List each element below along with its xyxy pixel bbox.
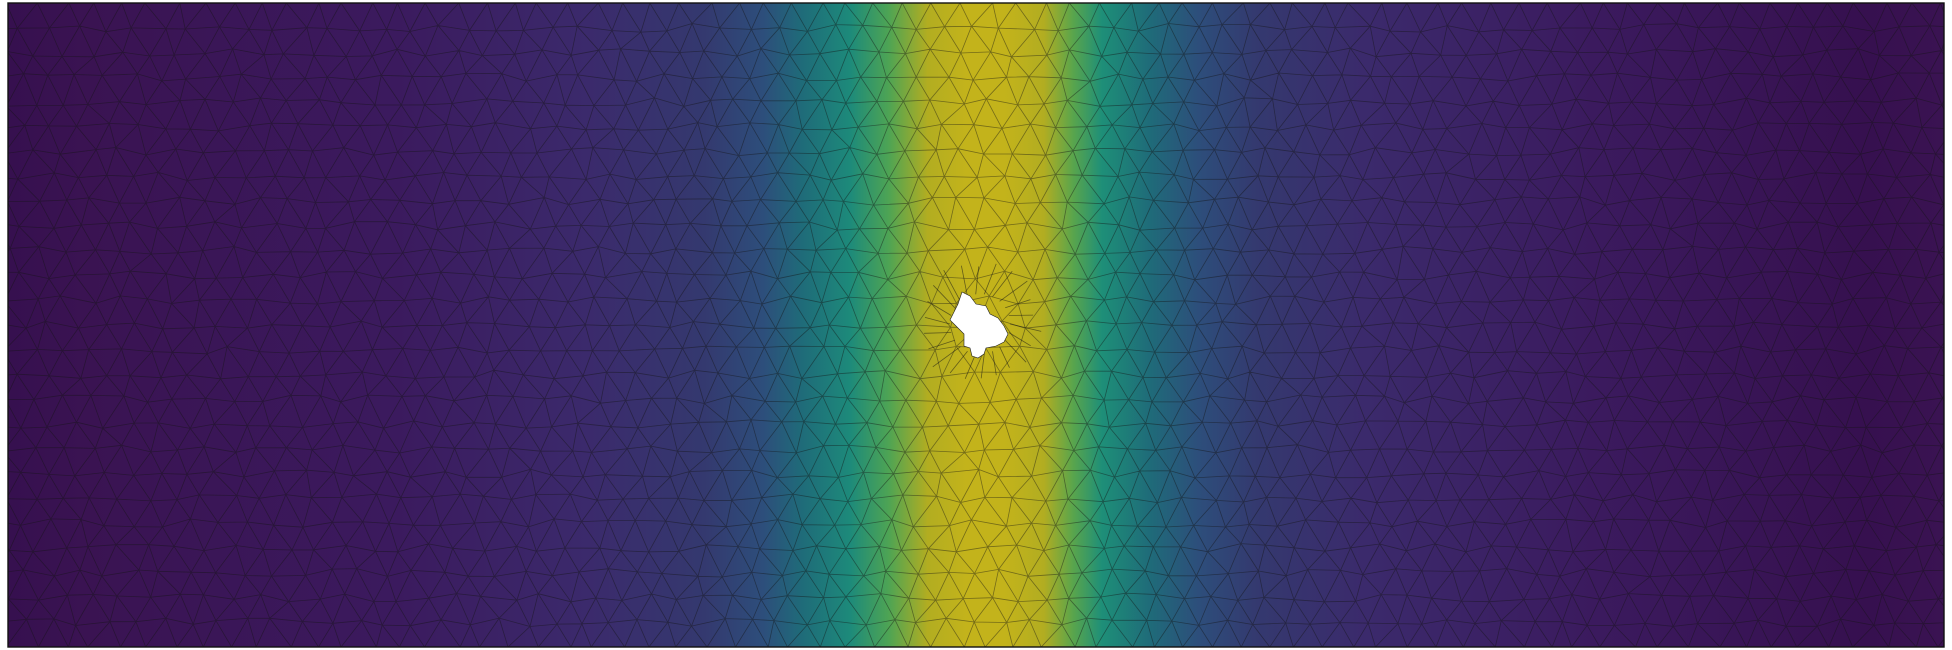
hole-refinement-edges (924, 263, 1042, 379)
mesh-edges (8, 3, 1944, 647)
mesh-wireframe (8, 3, 1944, 647)
central-hole (949, 291, 1009, 359)
domain-border (7, 2, 1945, 648)
hole-refinement-lines (924, 263, 1042, 379)
